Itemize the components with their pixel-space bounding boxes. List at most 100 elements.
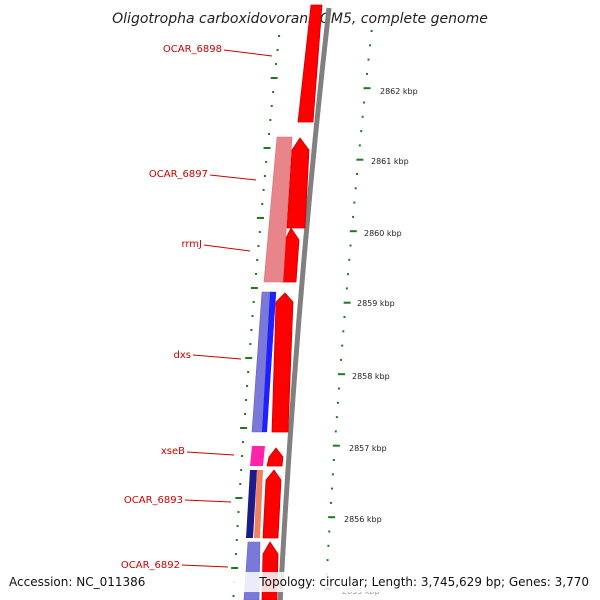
tick-mark: [349, 230, 357, 233]
tick-mark: [251, 315, 254, 317]
leader-dxs: [192, 354, 242, 360]
tick-mark: [342, 330, 345, 333]
tick-mark: [252, 301, 255, 303]
scale-label-2857: 2857 kbp: [349, 444, 387, 453]
tick-mark: [270, 105, 273, 107]
tick-mark: [237, 511, 240, 513]
footer-backdrop: [0, 572, 600, 592]
leader-ocar-6892: [181, 564, 229, 568]
tick-mark: [343, 316, 346, 318]
tick-mark: [336, 401, 339, 404]
tick-mark: [326, 559, 329, 562]
gene-label-ocar-6892[interactable]: OCAR_6892: [121, 560, 180, 571]
tick-mark: [356, 173, 359, 175]
gene-label-xseb[interactable]: xseB: [161, 446, 185, 457]
tick-mark: [340, 358, 343, 361]
tick-mark: [265, 161, 268, 163]
leader-rrmj: [203, 244, 251, 252]
tick-mark: [332, 459, 335, 461]
map-title: Oligotropha carboxidovorans OM5, complet…: [112, 11, 488, 27]
tick-mark: [257, 245, 260, 247]
tick-mark: [337, 387, 340, 390]
gene-arrow-dxs[interactable]: [271, 292, 294, 433]
gene-block-navy-6893[interactable]: [246, 470, 257, 538]
tick-mark: [245, 357, 253, 359]
tick-mark: [328, 516, 336, 519]
gene-label-rrmj[interactable]: rrmJ: [181, 239, 202, 250]
tick-mark: [234, 553, 237, 555]
tick-mark: [235, 539, 238, 541]
scale-label-2856: 2856 kbp: [344, 515, 382, 524]
tick-mark: [263, 147, 271, 149]
tick-mark: [241, 455, 244, 457]
scale-label-2861: 2861 kbp: [371, 157, 409, 166]
tick-mark: [269, 119, 272, 121]
tick-mark: [270, 77, 278, 79]
tick-mark: [352, 215, 355, 218]
tick-mark: [256, 217, 264, 219]
tick-marks: [231, 30, 373, 597]
gene-arrow-xseb[interactable]: [266, 447, 284, 467]
tick-mark: [249, 343, 252, 345]
tick-mark: [360, 130, 363, 133]
tick-mark: [275, 63, 278, 65]
tick-mark: [272, 91, 275, 93]
scale-label-2859: 2859 kbp: [357, 299, 395, 308]
tick-mark: [356, 158, 364, 161]
tick-mark: [261, 203, 264, 205]
gene-block-blue-dxs[interactable]: [262, 292, 276, 432]
leader-ocar-6898: [223, 49, 273, 57]
accession-text: Accession: NC_011386: [9, 575, 145, 589]
leader-ocar-6897: [209, 174, 257, 181]
tick-mark: [250, 287, 258, 289]
gene-arrow-ocar-6898[interactable]: [297, 4, 323, 123]
tick-mark: [255, 273, 258, 275]
tick-mark: [330, 501, 333, 504]
tick-mark: [335, 416, 338, 419]
gene-arrow-ocar-6897[interactable]: [286, 137, 310, 229]
tick-mark: [337, 373, 345, 376]
tick-mark: [328, 530, 331, 533]
tick-mark: [349, 244, 352, 247]
leader-ocar-6893: [184, 499, 232, 503]
scale-label-2858: 2858 kbp: [352, 372, 390, 381]
tick-mark: [247, 371, 250, 373]
scale-label-2860: 2860 kbp: [364, 229, 402, 238]
tick-mark: [231, 567, 239, 569]
gene-block-salmon-6893[interactable]: [254, 470, 263, 538]
gene-label-ocar-6893[interactable]: OCAR_6893: [124, 495, 183, 506]
tick-mark: [331, 473, 334, 476]
tick-mark: [242, 441, 245, 443]
leader-xseb: [186, 451, 235, 456]
tick-mark: [348, 258, 351, 261]
gene-arrow-ocar-6893[interactable]: [262, 469, 282, 539]
tick-mark: [330, 487, 333, 490]
tick-mark: [246, 385, 249, 387]
tick-mark: [369, 44, 372, 47]
tick-mark: [358, 144, 361, 147]
tick-mark: [250, 329, 253, 331]
tick-mark: [361, 115, 364, 118]
scale-label-2862: 2862 kbp: [380, 87, 418, 96]
gene-block-magenta-xseb[interactable]: [250, 446, 265, 466]
tick-mark: [341, 344, 344, 347]
tick-mark: [263, 175, 266, 177]
tick-mark: [236, 525, 239, 527]
gene-label-ocar-6898[interactable]: OCAR_6898: [163, 44, 222, 55]
scale-labels: 2862 kbp 2861 kbp 2860 kbp 2859 kbp 2858…: [342, 87, 418, 596]
tick-mark: [334, 430, 337, 433]
tick-mark: [353, 201, 356, 204]
gene-label-ocar-6897[interactable]: OCAR_6897: [149, 169, 208, 180]
tick-mark: [327, 544, 330, 547]
tick-mark: [363, 87, 371, 90]
genome-backbone: [277, 7, 332, 600]
tick-mark: [345, 287, 348, 290]
tick-mark: [347, 273, 350, 276]
gene-block-pale-6897[interactable]: [263, 136, 293, 283]
gene-label-leaders: [181, 49, 273, 568]
tick-mark: [278, 35, 281, 37]
tick-mark: [244, 413, 247, 415]
tick-mark: [240, 469, 243, 471]
tick-mark: [332, 444, 340, 447]
gene-label-dxs[interactable]: dxs: [174, 350, 191, 361]
